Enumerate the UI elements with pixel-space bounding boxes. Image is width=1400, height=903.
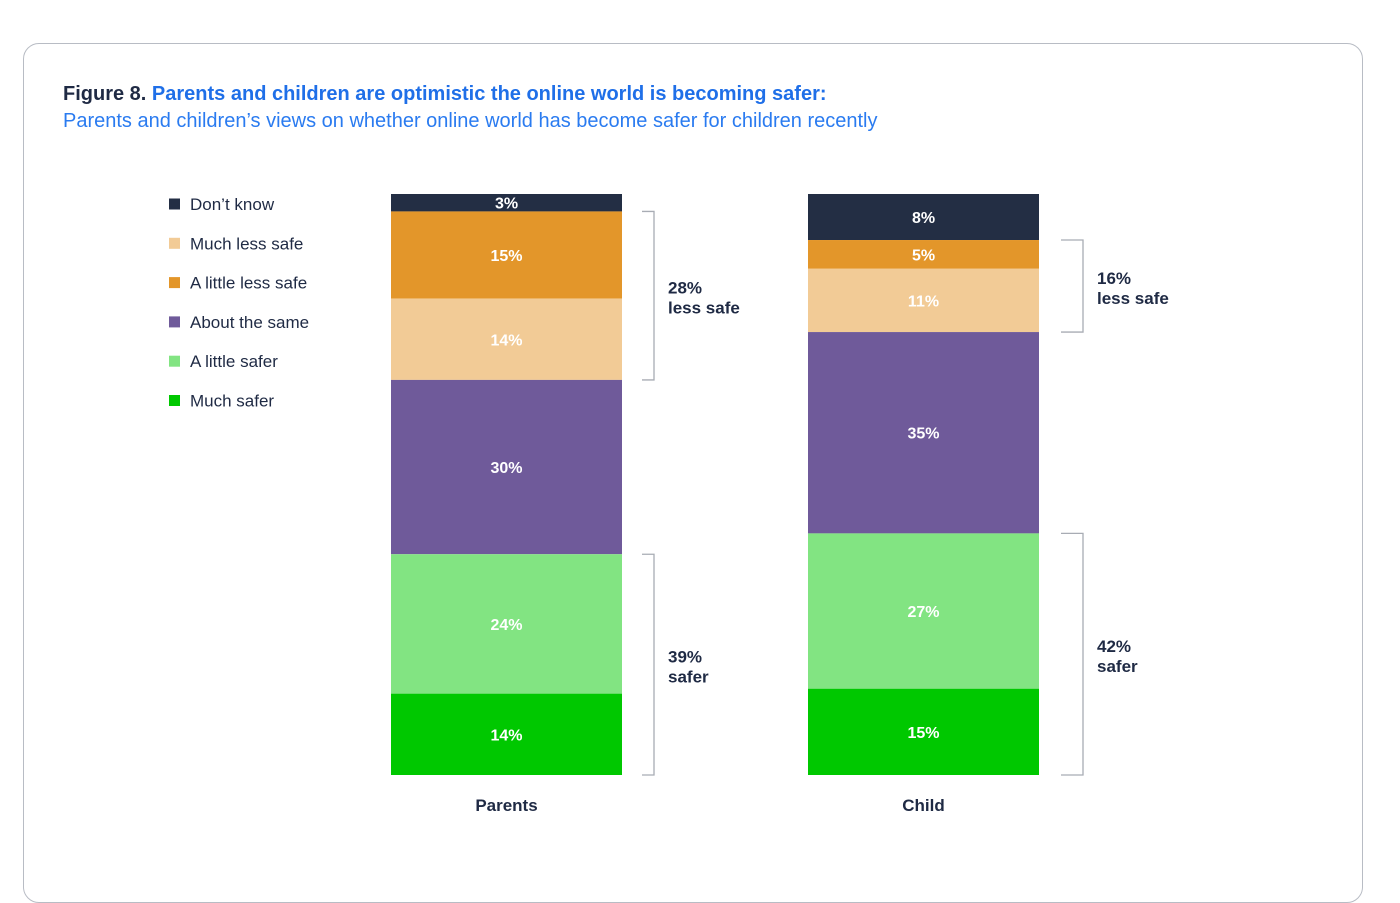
legend-swatch-much-safer xyxy=(169,395,180,406)
bar-segment-child-much-safer xyxy=(808,688,1039,775)
bar-segment-parents-much-less-safe xyxy=(391,298,622,380)
legend-swatch-about-the-same xyxy=(169,316,180,328)
legend-swatch-a-little-safer xyxy=(169,355,180,367)
bar-segment-child-about-the-same xyxy=(808,332,1039,534)
segment-label: 30% xyxy=(490,460,522,477)
segment-label: 3% xyxy=(495,196,518,213)
figure-label: Figure 8. xyxy=(63,83,147,105)
bar-segment-child-much-less-safe xyxy=(808,268,1039,333)
segment-label: 8% xyxy=(912,210,935,227)
bracket-value: 16% xyxy=(1097,269,1131,288)
bar-segment-parents-much-safer xyxy=(391,693,622,775)
legend-item-about-the-same: About the same xyxy=(190,313,309,332)
bracket-label: safer xyxy=(668,668,709,687)
legend-swatch-dont-know xyxy=(169,198,180,210)
segment-label: 14% xyxy=(490,332,522,349)
bracket-value: 39% xyxy=(668,648,702,667)
segment-label: 15% xyxy=(490,248,522,265)
bracket-value: 42% xyxy=(1097,637,1131,656)
bar-segment-parents-a-little-safer xyxy=(391,554,622,694)
bar-segment-parents-a-little-less-safe xyxy=(391,211,622,299)
segment-label: 5% xyxy=(912,247,935,264)
figure-subtitle: Parents and children’s views on whether … xyxy=(63,110,878,132)
bar-segment-child-a-little-less-safe xyxy=(808,240,1039,269)
legend-swatch-much-less-safe xyxy=(169,237,180,249)
bracket-line xyxy=(1061,532,1084,776)
segment-label: 24% xyxy=(490,617,522,634)
segment-label: 27% xyxy=(907,604,939,621)
bracket-line xyxy=(1061,239,1084,333)
category-label: Parents xyxy=(475,796,537,815)
figure-card xyxy=(23,43,1363,903)
bar-segment-child-dont-know xyxy=(808,194,1039,241)
bracket-label: less safe xyxy=(1097,289,1169,308)
bracket-label: safer xyxy=(1097,657,1138,676)
bracket-label: less safe xyxy=(668,299,740,318)
legend-item-a-little-less-safe: A little less safe xyxy=(190,274,307,293)
segment-label: 14% xyxy=(490,727,522,744)
legend-swatch-a-little-less-safe xyxy=(169,277,180,289)
legend-item-dont-know: Don’t know xyxy=(190,195,275,214)
bar-segment-parents-about-the-same xyxy=(391,379,622,555)
legend-item-much-less-safe: Much less safe xyxy=(190,234,303,253)
figure-heading: Parents and children are optimistic the … xyxy=(151,83,827,105)
segment-label: 11% xyxy=(908,293,939,310)
legend-item-a-little-safer: A little safer xyxy=(190,352,278,371)
figure-title: Figure 8. Parents and children are optim… xyxy=(63,83,827,106)
segment-label: 35% xyxy=(907,426,939,443)
category-label: Child xyxy=(902,796,945,815)
bracket-value: 28% xyxy=(668,279,702,298)
bar-segment-child-a-little-safer xyxy=(808,533,1039,689)
bar-segment-parents-dont-know xyxy=(391,194,622,212)
segment-label: 15% xyxy=(907,725,939,742)
bracket-line xyxy=(642,553,655,776)
legend-item-much-safer: Much safer xyxy=(190,392,274,411)
bracket-line xyxy=(642,210,655,381)
